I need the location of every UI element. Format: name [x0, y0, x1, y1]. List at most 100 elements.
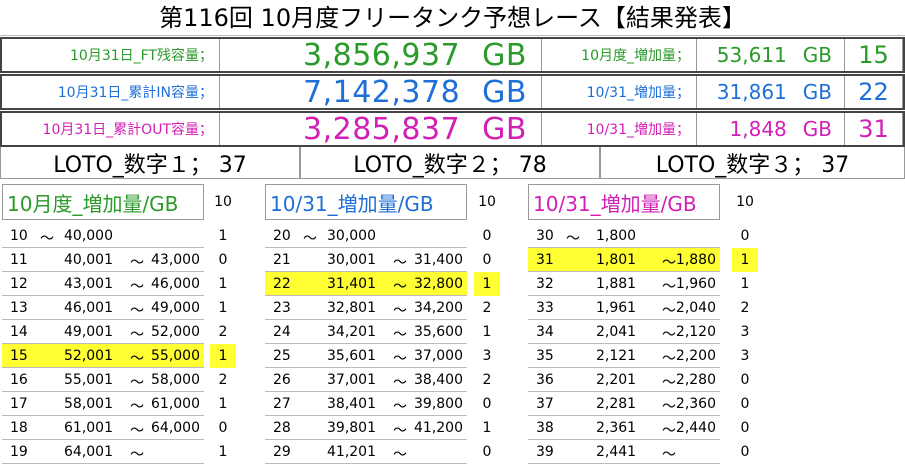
- table-row: 11 40,001 ～ 43,000: [2, 248, 204, 272]
- summary-number-text: 15: [858, 41, 889, 69]
- cell-c: 52,000: [151, 324, 200, 340]
- count-cell: 3: [740, 324, 750, 340]
- cell-b: ～: [662, 351, 676, 367]
- table-row: 15 52,001 ～ 55,000: [2, 344, 204, 368]
- cell-b: ～: [662, 399, 676, 415]
- count-cell: 1: [218, 444, 228, 460]
- loto-number-3: LOTO_数字３； 37: [600, 147, 905, 179]
- cell-a: 2,441: [596, 444, 637, 460]
- unit-label: GB: [802, 80, 832, 104]
- table-row: 13 46,001 ～ 49,000: [2, 296, 204, 320]
- table-row: 21 30,001 ～ 31,400: [265, 248, 467, 272]
- table-row: 18 61,001 ～ 64,000: [2, 416, 204, 440]
- cell-n: 22: [273, 276, 291, 292]
- table-row: 39 2,441 ～: [528, 440, 720, 464]
- count-cell: 1: [210, 344, 236, 368]
- cell-n: 15: [10, 348, 28, 364]
- cell-b: ～: [130, 279, 144, 295]
- count-cell: 1: [474, 272, 500, 296]
- cell-n: 39: [536, 444, 554, 460]
- cell-a: 2,041: [596, 324, 637, 340]
- cell-b: ～: [130, 303, 144, 319]
- summary-label-text: 10月31日_FT残容量；: [70, 48, 213, 64]
- count-cell: 2: [218, 372, 228, 388]
- cell-n: 18: [10, 420, 28, 436]
- cell-c: 37,000: [414, 348, 463, 364]
- cell-a: 2,201: [596, 372, 637, 388]
- cell-c: 2,360: [675, 396, 716, 412]
- summary-row: 10月31日_累計IN容量； 7,142,378 GB 10/31_増加量； 31,86…: [0, 74, 905, 110]
- cell-c: 2,120: [675, 324, 716, 340]
- cell-a: ～: [566, 231, 580, 247]
- count-cell: 0: [218, 252, 228, 268]
- table-row: 27 38,401 ～ 39,800: [265, 392, 467, 416]
- cell-c: 41,200: [414, 420, 463, 436]
- table-row: 16 55,001 ～ 58,000: [2, 368, 204, 392]
- summary-right-value-text: 53,611: [716, 43, 787, 67]
- cell-n: 20: [273, 228, 291, 244]
- table-row: 22 31,401 ～ 32,800: [265, 272, 467, 296]
- table-row: 33 1,961 ～ 2,040: [528, 296, 720, 320]
- summary-number: 22: [845, 76, 903, 108]
- table-header: 10月度_増加量/GB: [2, 184, 204, 220]
- count-header: 10: [478, 194, 496, 210]
- cell-c: 2,440: [675, 420, 716, 436]
- cell-b: 1,800: [596, 228, 637, 244]
- table-row: 30 ～ 1,800: [528, 224, 720, 248]
- cell-a: 1,801: [596, 252, 637, 268]
- summary-value: 7,142,378 GB: [220, 74, 542, 110]
- cell-b: ～: [662, 255, 676, 271]
- cell-c: 49,000: [151, 300, 200, 316]
- summary-number-text: 31: [858, 115, 889, 143]
- cell-n: 29: [273, 444, 291, 460]
- cell-a: 43,001: [64, 276, 113, 292]
- cell-b: ～: [393, 399, 407, 415]
- cell-n: 30: [536, 228, 554, 244]
- summary-label: 10月31日_FT残容量；: [2, 39, 220, 71]
- cell-b: 30,000: [327, 228, 376, 244]
- summary-right-value: 53,611 GB: [697, 39, 845, 71]
- count-cell: 0: [740, 444, 750, 460]
- cell-n: 35: [536, 348, 554, 364]
- summary-number-text: 22: [858, 78, 889, 106]
- cell-b: ～: [393, 255, 407, 271]
- cell-a: 30,001: [327, 252, 376, 268]
- cell-n: 11: [10, 252, 28, 268]
- cell-n: 10: [10, 228, 28, 244]
- cell-n: 17: [10, 396, 28, 412]
- cell-b: ～: [393, 303, 407, 319]
- cell-c: 2,040: [675, 300, 716, 316]
- cell-n: 24: [273, 324, 291, 340]
- cell-n: 13: [10, 300, 28, 316]
- summary-row: 10月31日_FT残容量； 3,856,937 GB 10月度_増加量； 53,611 G…: [0, 37, 905, 73]
- unit-label: GB: [482, 74, 527, 110]
- table-row: 32 1,881 ～ 1,960: [528, 272, 720, 296]
- cell-c: 1,960: [675, 276, 716, 292]
- table-row: 34 2,041 ～ 2,120: [528, 320, 720, 344]
- page-title: 第116回 10月度フリータンク予想レース【結果発表】: [0, 0, 905, 36]
- summary-right-label: 10/31_増加量；: [542, 113, 697, 145]
- table-row: 35 2,121 ～ 2,200: [528, 344, 720, 368]
- table-row: 26 37,001 ～ 38,400: [265, 368, 467, 392]
- cell-a: 31,401: [327, 276, 376, 292]
- table-row: 28 39,801 ～ 41,200: [265, 416, 467, 440]
- summary-value-text: 3,285,837: [302, 111, 461, 147]
- summary-value-text: 3,856,937: [302, 37, 461, 73]
- cell-a: 1,961: [596, 300, 637, 316]
- cell-n: 23: [273, 300, 291, 316]
- cell-a: 52,001: [64, 348, 113, 364]
- cell-a: 58,001: [64, 396, 113, 412]
- count-cell: 1: [218, 300, 228, 316]
- cell-n: 28: [273, 420, 291, 436]
- cell-c: 38,400: [414, 372, 463, 388]
- count-cell: 2: [740, 300, 750, 316]
- table-row: 10 ～ 40,000: [2, 224, 204, 248]
- cell-c: 58,000: [151, 372, 200, 388]
- summary-value-text: 7,142,378: [302, 74, 461, 110]
- table-header: 10/31_増加量/GB: [528, 184, 720, 220]
- count-cell: 0: [482, 252, 492, 268]
- cell-n: 32: [536, 276, 554, 292]
- count-header: 10: [214, 194, 232, 210]
- cell-a: 2,281: [596, 396, 637, 412]
- cell-b: ～: [130, 255, 144, 271]
